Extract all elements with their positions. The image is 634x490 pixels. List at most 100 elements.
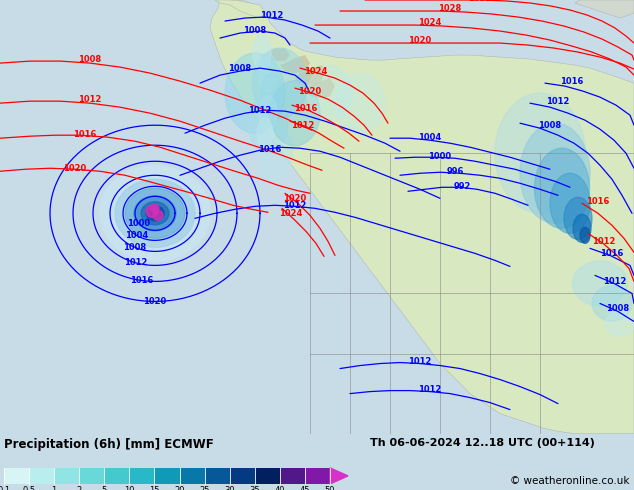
Text: 1016: 1016 bbox=[131, 276, 154, 285]
Ellipse shape bbox=[257, 126, 292, 181]
Ellipse shape bbox=[520, 123, 590, 223]
Polygon shape bbox=[330, 468, 348, 484]
Text: 1016: 1016 bbox=[600, 249, 624, 258]
Text: 1020: 1020 bbox=[299, 87, 321, 96]
Ellipse shape bbox=[270, 81, 320, 146]
Text: 45: 45 bbox=[300, 486, 310, 490]
Text: 1032: 1032 bbox=[469, 0, 491, 3]
Bar bbox=[230, 468, 255, 484]
Polygon shape bbox=[260, 48, 290, 61]
Bar bbox=[155, 468, 179, 484]
Ellipse shape bbox=[259, 96, 277, 131]
Text: 1020: 1020 bbox=[283, 194, 307, 203]
Polygon shape bbox=[575, 0, 634, 18]
Circle shape bbox=[151, 204, 159, 212]
Text: 1016: 1016 bbox=[294, 104, 318, 113]
Bar bbox=[54, 468, 79, 484]
Ellipse shape bbox=[253, 36, 271, 71]
Bar bbox=[305, 468, 330, 484]
Ellipse shape bbox=[252, 48, 307, 118]
Bar bbox=[179, 468, 205, 484]
Text: 1012: 1012 bbox=[547, 97, 570, 106]
Text: © weatheronline.co.uk: © weatheronline.co.uk bbox=[510, 476, 630, 486]
Text: 1000: 1000 bbox=[429, 152, 451, 161]
Ellipse shape bbox=[573, 261, 628, 306]
Text: 1012: 1012 bbox=[79, 95, 101, 104]
Ellipse shape bbox=[573, 214, 591, 243]
Text: 1012: 1012 bbox=[604, 277, 626, 286]
Text: 0.5: 0.5 bbox=[23, 486, 36, 490]
Text: 1004: 1004 bbox=[418, 133, 442, 142]
Text: 1020: 1020 bbox=[408, 36, 432, 45]
Ellipse shape bbox=[580, 227, 590, 244]
Polygon shape bbox=[215, 0, 265, 18]
Text: 1012: 1012 bbox=[124, 258, 148, 268]
Ellipse shape bbox=[307, 66, 353, 121]
Circle shape bbox=[153, 210, 163, 221]
Text: 1012: 1012 bbox=[592, 237, 616, 246]
Text: Th 06-06-2024 12..18 UTC (00+114): Th 06-06-2024 12..18 UTC (00+114) bbox=[370, 438, 595, 448]
Bar bbox=[280, 468, 305, 484]
Text: 1024: 1024 bbox=[280, 209, 302, 218]
Ellipse shape bbox=[534, 148, 590, 228]
Ellipse shape bbox=[125, 188, 185, 238]
Ellipse shape bbox=[592, 286, 632, 321]
Text: Precipitation (6h) [mm] ECMWF: Precipitation (6h) [mm] ECMWF bbox=[4, 438, 214, 451]
Text: 1008: 1008 bbox=[228, 64, 252, 73]
Text: 1028: 1028 bbox=[438, 3, 462, 13]
Text: 1016: 1016 bbox=[258, 145, 281, 154]
Text: 1016: 1016 bbox=[586, 197, 610, 206]
Text: 996: 996 bbox=[446, 167, 463, 176]
Ellipse shape bbox=[335, 73, 385, 133]
Text: 10: 10 bbox=[124, 486, 134, 490]
Ellipse shape bbox=[495, 93, 585, 213]
Ellipse shape bbox=[225, 53, 285, 133]
Text: 992: 992 bbox=[453, 182, 470, 191]
Text: 1016: 1016 bbox=[560, 76, 584, 86]
Polygon shape bbox=[305, 78, 335, 98]
Circle shape bbox=[146, 205, 158, 218]
Ellipse shape bbox=[134, 196, 176, 231]
Text: 50: 50 bbox=[325, 486, 335, 490]
Bar bbox=[79, 468, 105, 484]
Ellipse shape bbox=[257, 118, 273, 148]
Text: 1012: 1012 bbox=[408, 357, 432, 366]
Ellipse shape bbox=[149, 208, 161, 219]
Ellipse shape bbox=[146, 206, 164, 221]
Text: 1000: 1000 bbox=[127, 219, 150, 228]
Text: 30: 30 bbox=[224, 486, 235, 490]
Text: 1008: 1008 bbox=[607, 304, 630, 313]
Bar bbox=[29, 468, 54, 484]
Ellipse shape bbox=[564, 197, 592, 239]
Text: 1020: 1020 bbox=[63, 164, 87, 173]
Ellipse shape bbox=[152, 210, 158, 216]
Bar bbox=[205, 468, 230, 484]
Text: 1008: 1008 bbox=[243, 25, 266, 35]
Text: 2: 2 bbox=[77, 486, 82, 490]
Text: 25: 25 bbox=[199, 486, 210, 490]
Bar bbox=[105, 468, 129, 484]
Ellipse shape bbox=[248, 93, 288, 153]
Ellipse shape bbox=[100, 166, 210, 261]
Ellipse shape bbox=[261, 73, 283, 113]
Text: 15: 15 bbox=[149, 486, 160, 490]
Text: 1012: 1012 bbox=[261, 10, 283, 20]
Text: 1004: 1004 bbox=[124, 231, 148, 240]
Polygon shape bbox=[210, 0, 634, 434]
Text: 0.1: 0.1 bbox=[0, 486, 11, 490]
Text: 1020: 1020 bbox=[143, 297, 167, 306]
Text: 1016: 1016 bbox=[74, 130, 97, 139]
Text: 1012: 1012 bbox=[283, 201, 307, 210]
Polygon shape bbox=[295, 65, 325, 85]
Text: 1008: 1008 bbox=[123, 243, 146, 252]
Text: 1008: 1008 bbox=[538, 121, 562, 130]
Text: 5: 5 bbox=[101, 486, 107, 490]
Bar bbox=[255, 468, 280, 484]
Text: 1024: 1024 bbox=[304, 67, 328, 75]
Text: 1012: 1012 bbox=[418, 385, 442, 394]
Text: 1008: 1008 bbox=[79, 54, 101, 64]
Polygon shape bbox=[280, 55, 310, 73]
Ellipse shape bbox=[115, 179, 195, 247]
Text: 35: 35 bbox=[249, 486, 260, 490]
Ellipse shape bbox=[258, 54, 278, 92]
